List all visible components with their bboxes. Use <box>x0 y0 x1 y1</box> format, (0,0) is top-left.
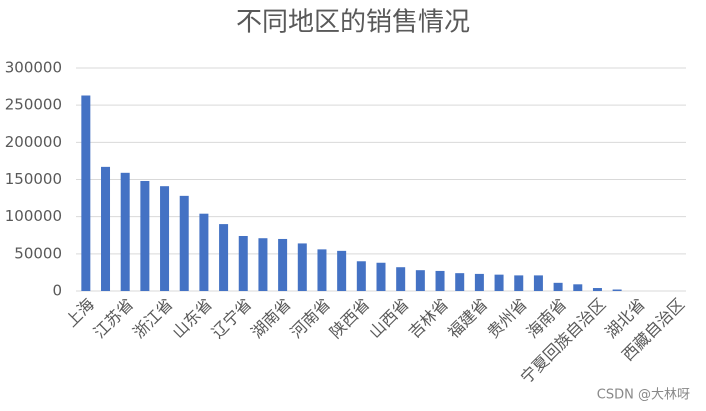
x-tick-label: 山东省 <box>169 295 216 342</box>
bar <box>219 224 229 291</box>
x-tick-label: 河南省 <box>287 295 334 342</box>
x-tick-label: 吉林省 <box>405 295 452 342</box>
bar <box>494 274 504 291</box>
x-tick-label: 湖南省 <box>247 295 294 342</box>
bar <box>258 238 268 291</box>
x-tick-label: 辽宁省 <box>208 295 255 342</box>
y-tick-label: 50000 <box>14 244 62 262</box>
bar <box>435 270 445 291</box>
bar <box>553 282 563 291</box>
chart-title: 不同地区的销售情况 <box>236 8 470 38</box>
bar <box>160 186 170 291</box>
bar <box>179 195 189 291</box>
bar <box>278 238 288 291</box>
bar <box>140 180 150 291</box>
bar <box>415 270 425 291</box>
y-tick-label: 0 <box>52 282 62 300</box>
x-tick-label: 福建省 <box>444 295 491 342</box>
y-tick-label: 100000 <box>5 207 62 225</box>
y-tick-label: 150000 <box>5 170 62 188</box>
x-tick-label: 山西省 <box>365 295 412 342</box>
bar <box>81 95 91 292</box>
bar <box>120 172 130 291</box>
bar <box>474 273 484 291</box>
bar <box>396 267 406 291</box>
x-tick-label: 江苏省 <box>90 295 137 342</box>
x-tick-label: 贵州省 <box>483 295 530 342</box>
y-tick-label: 200000 <box>5 133 62 151</box>
bar <box>533 275 543 291</box>
bar <box>317 249 327 291</box>
bar <box>356 261 366 291</box>
x-tick-label: 浙江省 <box>129 295 176 342</box>
bar <box>297 243 307 291</box>
bar <box>199 213 209 291</box>
y-tick-label: 300000 <box>5 59 62 77</box>
bar <box>573 284 583 291</box>
bar <box>612 289 622 291</box>
bar <box>455 273 465 291</box>
bar <box>592 288 602 291</box>
x-tick-label: 陕西省 <box>326 295 373 342</box>
bar <box>376 262 386 291</box>
y-tick-label: 250000 <box>5 96 62 114</box>
bar <box>337 250 347 291</box>
bar <box>238 235 248 291</box>
bar <box>101 166 111 291</box>
bar <box>514 275 524 291</box>
watermark: CSDN @大林呀 <box>597 388 690 403</box>
